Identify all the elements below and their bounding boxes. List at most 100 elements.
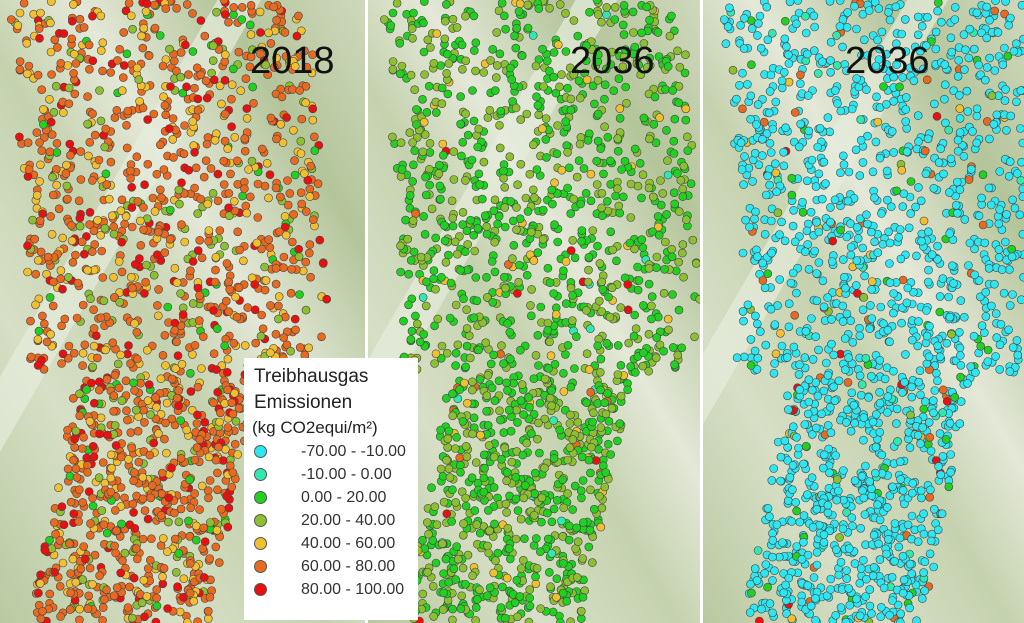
building-dot xyxy=(658,189,668,198)
building-dot xyxy=(301,305,311,315)
building-dot xyxy=(195,316,204,325)
building-dot xyxy=(534,418,543,428)
building-dot xyxy=(304,248,314,258)
building-dot xyxy=(127,222,137,232)
building-dot xyxy=(737,165,747,174)
building-dot xyxy=(603,439,613,449)
building-dot xyxy=(879,583,889,593)
building-dot xyxy=(533,101,543,110)
building-dot xyxy=(278,138,288,147)
building-dot xyxy=(803,240,812,249)
building-dot xyxy=(237,3,247,12)
building-dot xyxy=(994,253,1004,262)
building-dot xyxy=(279,263,288,273)
building-dot xyxy=(511,103,521,113)
building-dot xyxy=(656,200,666,210)
building-dot xyxy=(56,58,66,68)
building-dot xyxy=(424,529,433,539)
building-dot xyxy=(589,408,598,418)
building-dot xyxy=(147,534,156,544)
building-dot xyxy=(296,188,306,197)
building-dot xyxy=(295,86,305,95)
building-dot xyxy=(631,324,641,334)
building-dot xyxy=(1018,184,1024,194)
building-dot xyxy=(109,272,118,282)
building-dot xyxy=(166,205,175,215)
building-dot xyxy=(301,82,311,91)
building-dot xyxy=(529,185,538,195)
building-dot xyxy=(925,549,935,559)
building-dot xyxy=(483,370,493,380)
building-dot xyxy=(419,117,429,127)
building-dot xyxy=(978,220,988,230)
building-dot xyxy=(199,573,209,582)
building-dot xyxy=(457,151,466,161)
building-dot xyxy=(220,136,230,146)
building-dot xyxy=(796,79,805,88)
building-dot xyxy=(856,564,866,573)
building-dot xyxy=(186,387,196,396)
building-dot xyxy=(458,563,468,573)
building-dot xyxy=(42,337,52,347)
building-dot xyxy=(674,207,684,216)
building-dot xyxy=(875,387,884,397)
building-dot xyxy=(824,444,833,454)
building-dot xyxy=(782,609,791,618)
building-dot xyxy=(587,442,596,452)
building-dot xyxy=(283,200,293,210)
building-dot xyxy=(274,314,283,324)
building-dot xyxy=(412,319,422,329)
building-dot xyxy=(765,180,774,190)
building-dot xyxy=(723,22,733,31)
building-dot xyxy=(127,203,137,212)
building-dot xyxy=(193,246,203,255)
building-dot xyxy=(772,187,781,196)
building-dot xyxy=(942,396,952,406)
building-dot xyxy=(862,85,871,94)
building-dot xyxy=(674,82,684,91)
building-dot xyxy=(970,270,980,280)
building-dot xyxy=(570,481,580,491)
building-dot xyxy=(210,277,220,287)
building-dot xyxy=(871,468,880,478)
building-dot xyxy=(156,510,166,520)
building-dot xyxy=(439,588,448,598)
building-dot xyxy=(773,208,783,217)
building-dot xyxy=(468,86,477,95)
building-dot xyxy=(525,585,534,594)
building-dot xyxy=(913,430,923,440)
building-dot xyxy=(558,475,567,485)
building-dot xyxy=(945,312,955,322)
building-dot xyxy=(843,405,852,415)
building-dot xyxy=(429,612,438,621)
building-dot xyxy=(124,341,133,350)
building-dot xyxy=(892,60,901,69)
building-dot xyxy=(79,23,89,32)
building-dot xyxy=(227,398,236,408)
building-dot xyxy=(623,385,632,395)
building-dot xyxy=(266,113,276,123)
building-dot xyxy=(118,86,127,95)
building-dot xyxy=(106,68,115,77)
building-dot xyxy=(427,204,437,214)
building-dot xyxy=(540,463,549,473)
building-dot xyxy=(161,361,170,370)
building-dot xyxy=(7,15,16,24)
building-dot xyxy=(95,571,104,581)
building-dot xyxy=(1010,203,1020,213)
building-dot xyxy=(513,180,522,189)
building-dot xyxy=(196,16,206,25)
building-dot xyxy=(865,585,874,594)
building-dot xyxy=(607,283,617,293)
building-dot xyxy=(512,203,521,212)
building-dot xyxy=(203,486,213,496)
building-dot xyxy=(1003,51,1013,61)
building-dot xyxy=(781,16,790,26)
building-dot xyxy=(642,63,652,72)
building-dot xyxy=(842,232,852,242)
building-dot xyxy=(788,461,798,470)
building-dot xyxy=(45,95,54,104)
building-dot xyxy=(217,99,226,109)
building-dot xyxy=(466,353,475,363)
building-dot xyxy=(441,257,451,267)
